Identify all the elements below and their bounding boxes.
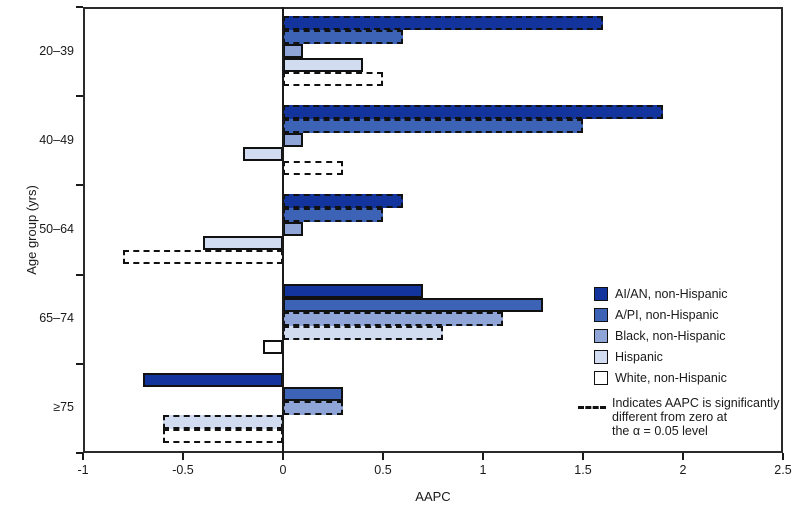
zero-reference-line [282,7,284,453]
x-tick-label: -1 [77,463,89,477]
legend-note-text: Indicates AAPC is significantly different… [612,396,799,438]
x-tick-label: -0.5 [172,463,194,477]
legend-note-line: Indicates AAPC is significantly [612,396,780,410]
y-axis-title: Age group (yrs) [24,185,39,275]
x-tick-label: 0.5 [374,463,392,477]
y-category-label: 40–49 [39,132,74,147]
bar-a-pi-non-hispanic-75 [283,386,343,401]
x-axis-tick [482,453,484,460]
x-tick-label: 2 [679,463,687,477]
x-axis-tick [782,453,784,460]
bar-black-non-hispanic-2039 [283,44,303,58]
bar-white-non-hispanic-2039 [283,72,383,86]
bar-a-pi-non-hispanic-5064 [283,208,383,223]
legend-item-label: White, non-Hispanic [615,371,727,385]
x-axis-tick [382,453,384,460]
legend-swatch [594,371,608,385]
x-axis-tick [82,453,84,460]
y-axis-tick [76,362,83,365]
bar-ai-an-non-hispanic-75 [143,372,283,387]
bar-a-pi-non-hispanic-6574 [283,297,543,312]
legend-item-label: A/PI, non-Hispanic [615,308,719,322]
bar-white-non-hispanic-4049 [283,161,343,176]
legend-swatch [594,308,608,322]
y-category-label: 65–74 [39,311,74,326]
legend-item-label: Hispanic [615,350,663,364]
dashed-line-icon [578,406,606,409]
x-tick-label: 0 [279,463,287,477]
bar-white-non-hispanic-5064 [123,250,283,265]
bar-white-non-hispanic-6574 [263,339,283,354]
y-axis-tick [76,95,83,98]
legend-swatch [594,329,608,343]
bar-hispanic-6574 [283,325,443,340]
bar-hispanic-75 [163,414,283,429]
bar-a-pi-non-hispanic-2039 [283,30,403,44]
legend-note-line: the α = 0.05 level [612,424,708,438]
y-axis-tick [76,452,83,454]
x-tick-label: 2.5 [774,463,792,477]
legend-note-line: different from zero at [612,410,728,424]
bar-hispanic-5064 [203,236,283,251]
x-axis-tick [282,453,284,460]
x-tick-label: 1.5 [574,463,592,477]
y-axis-tick [76,273,83,276]
x-tick-label: 1 [479,463,487,477]
y-axis-tick [76,6,83,8]
bar-ai-an-non-hispanic-4049 [283,105,663,120]
bar-black-non-hispanic-5064 [283,222,303,237]
x-axis-tick [682,453,684,460]
bar-ai-an-non-hispanic-2039 [283,16,603,30]
bar-hispanic-4049 [243,147,283,162]
y-category-label: ≥75 [53,400,74,415]
legend-swatch [594,350,608,364]
bar-ai-an-non-hispanic-6574 [283,283,423,298]
y-category-label: 20–39 [39,43,74,58]
legend-swatch [594,287,608,301]
y-category-label: 50–64 [39,222,74,236]
bar-ai-an-non-hispanic-5064 [283,194,403,209]
bar-a-pi-non-hispanic-4049 [283,119,583,134]
bar-white-non-hispanic-75 [163,428,283,443]
bar-black-non-hispanic-6574 [283,311,503,326]
x-axis-tick [582,453,584,460]
x-axis-title: AAPC [415,489,451,504]
bar-black-non-hispanic-75 [283,400,343,415]
bar-hispanic-2039 [283,58,363,72]
bar-black-non-hispanic-4049 [283,133,303,148]
x-axis-tick [182,453,184,460]
legend-item-label: Black, non-Hispanic [615,329,726,343]
legend-item-label: AI/AN, non-Hispanic [615,287,728,301]
y-axis-tick [76,184,83,187]
